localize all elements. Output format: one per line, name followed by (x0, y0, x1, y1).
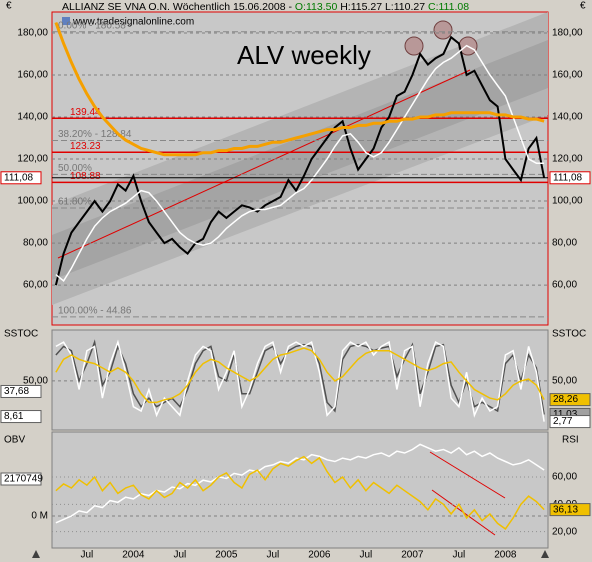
value-marker-label: 2,77 (553, 416, 573, 427)
y-tick-label: 50,00 (552, 376, 577, 387)
last-price-box (0, 171, 42, 185)
x-tick-label: 2006 (308, 550, 331, 561)
value-marker-label: 2170749 (4, 474, 43, 485)
unit-label: € (580, 1, 586, 12)
trend-line (429, 451, 506, 499)
value-marker-label: 8,61 (4, 411, 24, 422)
header-part: H:115.27 L:110.27 (340, 1, 428, 13)
value-marker-label: 28,26 (553, 394, 578, 405)
y-tick-label: 80,00 (23, 238, 48, 249)
x-tick-label: 2008 (494, 550, 517, 561)
arrow-icon (32, 550, 40, 558)
obv-panel (51, 431, 549, 549)
chart-title: ALV weekly (237, 40, 371, 70)
arrow-icon (541, 550, 549, 558)
value-marker-label: 11,03 (553, 409, 578, 420)
x-tick-label: Jul (266, 550, 279, 561)
y-tick-label: 120,00 (17, 154, 48, 165)
y2-tick-label: 60,00 (552, 472, 577, 483)
value-marker-box (0, 410, 42, 424)
y-tick-label: 140,00 (552, 112, 583, 123)
last-price-box (549, 171, 591, 185)
x-tick-label: 2004 (122, 550, 145, 561)
y-tick-label: 160,00 (17, 70, 48, 81)
panel-title: RSI (562, 435, 579, 446)
trend-line (57, 69, 471, 259)
fib-label: 50.00% (58, 163, 92, 174)
value-marker-box (549, 503, 591, 517)
value-marker-box (549, 393, 591, 407)
y-tick-label: 60,00 (23, 280, 48, 291)
y-tick-label: 160,00 (552, 70, 583, 81)
y-tick-label: 140,00 (17, 112, 48, 123)
last-price-label: 111,08 (4, 172, 34, 183)
value-marker-label: 37,68 (4, 386, 29, 397)
series-line (54, 21, 545, 157)
x-tick-label: Jul (173, 550, 186, 561)
x-tick-label: Jul (359, 550, 372, 561)
top-marker (404, 36, 424, 56)
y-tick-label: 180,00 (552, 28, 583, 39)
logo-icon (62, 17, 70, 25)
y-tick-label: 50,00 (23, 376, 48, 387)
level-label: 139.44 (70, 107, 101, 118)
value-marker-box (0, 472, 42, 486)
panel-title: SSTOC (552, 329, 586, 340)
fib-label: 61.80% (58, 197, 92, 208)
header-part: O:113.50 (295, 1, 340, 13)
panel-title: SSTOC (4, 329, 38, 340)
regression-core (52, 40, 548, 280)
level-label: 108.88 (70, 171, 101, 182)
watermark: www.tradesignalonline.com (72, 17, 194, 28)
unit-label: € (6, 1, 12, 12)
series-line (55, 44, 545, 283)
fib-label: 0.00% - 180.58 (58, 20, 126, 31)
top-marker (433, 20, 453, 40)
last-price-label: 111,08 (553, 172, 583, 183)
y-tick-label: 100,00 (552, 196, 583, 207)
fib-label: 100.00% - 44.86 (58, 306, 132, 317)
panel-title: OBV (4, 435, 25, 446)
y-tick-label: 120,00 (552, 154, 583, 165)
y-tick-label: 80,00 (552, 238, 577, 249)
value-marker-box (0, 384, 42, 398)
x-tick-label: Jul (452, 550, 465, 561)
series-line (54, 35, 546, 286)
x-tick-label: 2005 (215, 550, 238, 561)
series-line (55, 455, 545, 530)
y-tick-label: 100,00 (17, 196, 48, 207)
header-part: C:111.08 (428, 1, 469, 13)
y-tick-label: 60,00 (552, 280, 577, 291)
y-tick-label: 180,00 (17, 28, 48, 39)
x-tick-label: 2007 (401, 550, 424, 561)
y2-tick-label: 20,00 (552, 526, 577, 537)
series-line (55, 347, 545, 404)
x-tick-label: Jul (80, 550, 93, 561)
level-label: 123.23 (70, 141, 101, 152)
series-line (55, 339, 545, 422)
value-marker-label: 36,13 (553, 504, 578, 515)
y-tick-label: 0 M (31, 511, 48, 522)
header: ALLIANZ SE VNA O.N. Wöchentlich 15.06.20… (62, 1, 469, 13)
fib-label: 38.20% - 128.84 (58, 129, 132, 140)
value-marker-box (549, 415, 591, 429)
header-part: ALLIANZ SE VNA O.N. Wöchentlich 15.06.20… (62, 1, 295, 13)
